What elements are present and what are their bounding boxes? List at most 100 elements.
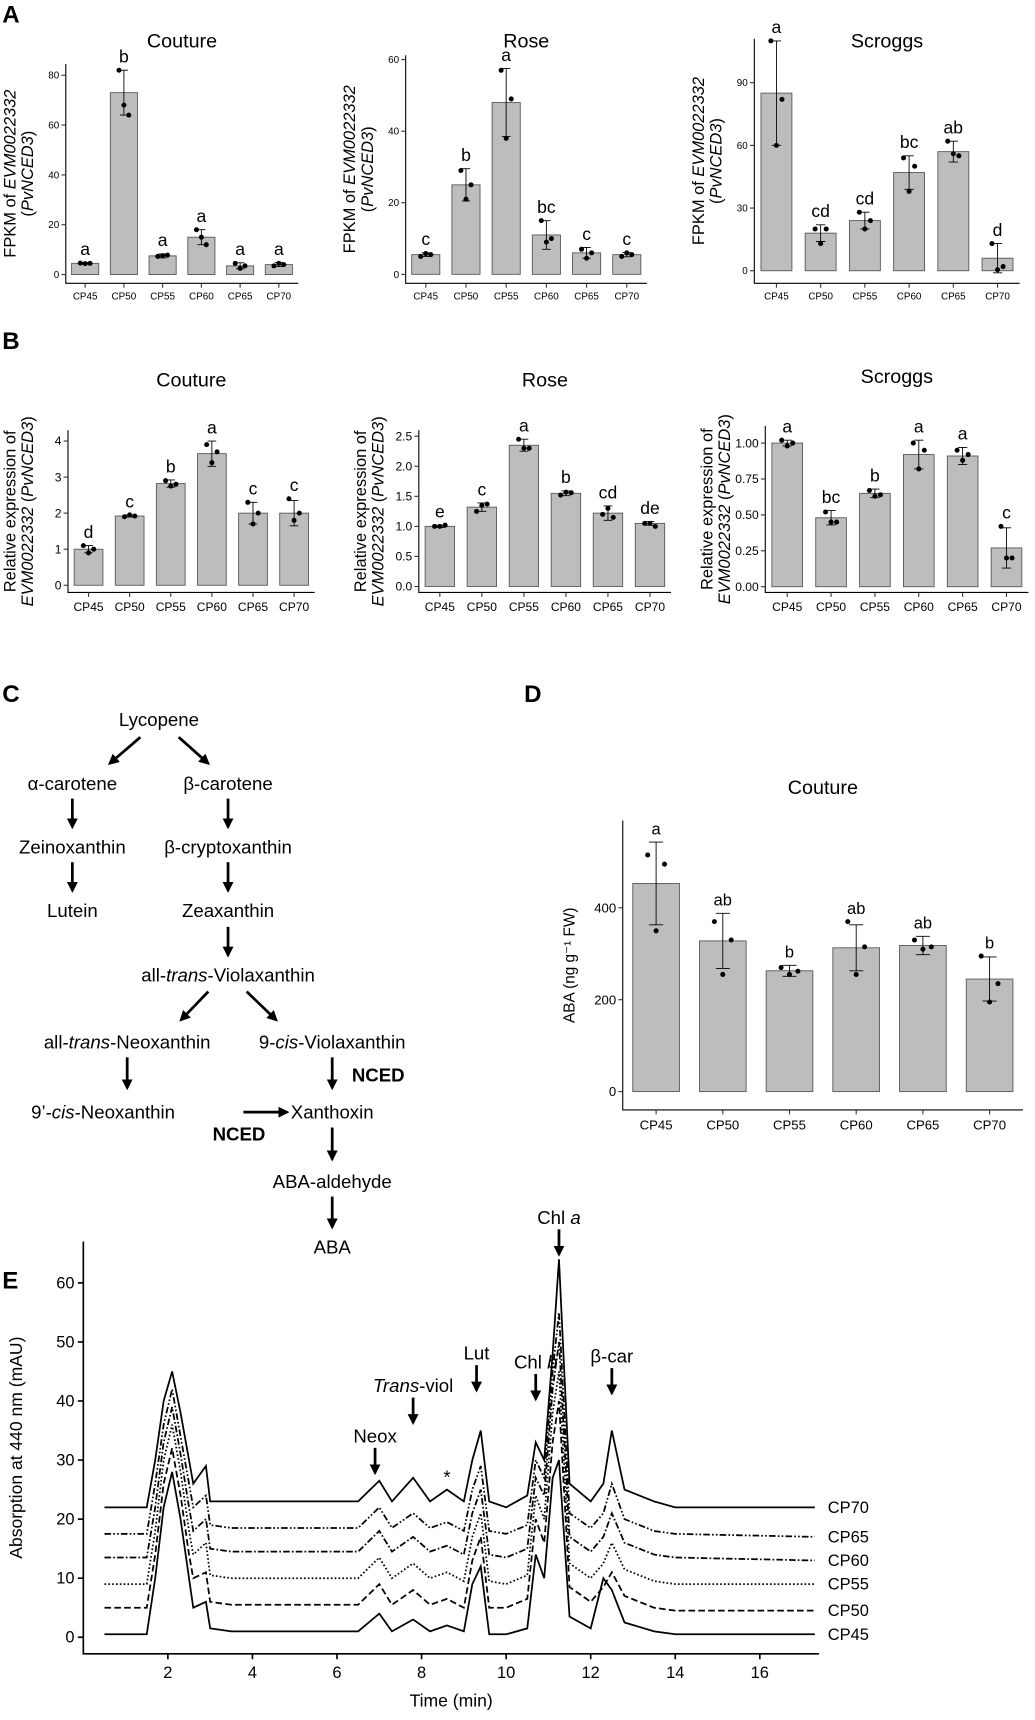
bar [859, 492, 891, 588]
data-point [995, 267, 1001, 273]
peak-label: Trans-viol [373, 1375, 453, 1396]
text-part: -Neoxanthin [110, 1032, 210, 1053]
x-tick-label: CP65 [574, 292, 599, 303]
text-part: Chl [514, 1352, 547, 1373]
data-point [818, 241, 824, 247]
bar [848, 220, 881, 272]
data-point [711, 919, 717, 925]
y-tick-label: 20 [388, 198, 399, 209]
x-tick-label: 12 [582, 1664, 600, 1682]
data-point [912, 163, 918, 169]
series-label: CP45 [828, 1626, 869, 1644]
pathway-node: ABA [314, 1237, 352, 1258]
pathway-node: 9’-cis-Neoxanthin [31, 1102, 175, 1123]
x-tick-label: CP65 [941, 292, 966, 303]
bar [508, 444, 540, 587]
x-tick-label: CP55 [156, 600, 186, 614]
data-point [845, 919, 851, 925]
significance-letter: a [772, 17, 782, 37]
bar [411, 254, 441, 275]
text-part: ( [370, 496, 388, 507]
text-part: ( [19, 211, 37, 217]
y-tick-label: 3 [55, 470, 62, 484]
text-part: cis [275, 1032, 298, 1053]
text-part: ) [359, 126, 377, 131]
y-tick-label: 0.25 [735, 544, 759, 558]
data-point [543, 239, 549, 245]
data-point [86, 550, 92, 556]
data-point [126, 112, 132, 118]
text-part: ( [716, 494, 734, 505]
bar [899, 945, 947, 1093]
data-point [479, 502, 485, 508]
significance-letter: cd [811, 201, 830, 221]
bar [550, 492, 582, 587]
chromatogram-line [104, 1459, 815, 1636]
series-label: CP65 [828, 1528, 869, 1546]
significance-letter: cd [599, 482, 618, 502]
data-point [642, 520, 648, 526]
pathway-node: β-carotene [183, 773, 272, 794]
data-point [862, 944, 868, 950]
panel-label: D [524, 681, 541, 708]
data-point [653, 928, 659, 934]
data-point [998, 523, 1004, 529]
significance-letter: a [196, 206, 206, 226]
y-tick-label: 1.00 [735, 436, 759, 450]
y-axis-label: (PvNCED3) [707, 118, 725, 204]
data-point [204, 442, 210, 448]
data-point [856, 209, 862, 215]
text-part: Zeaxanthin [182, 900, 274, 921]
bar [902, 454, 935, 588]
axis-line [82, 1241, 820, 1655]
series-label: CP55 [828, 1576, 869, 1594]
x-tick-label: 6 [332, 1664, 341, 1682]
series-label: CP60 [828, 1552, 869, 1570]
text-part: Neox [353, 1425, 397, 1446]
y-tick-label: 0 [394, 270, 400, 281]
text-part: Lycopene [119, 709, 199, 730]
data-point [960, 457, 966, 463]
y-tick-label: 2 [55, 506, 62, 520]
text-part: a [570, 1207, 580, 1228]
y-tick-label: 20 [48, 220, 59, 231]
data-point [768, 38, 774, 44]
data-point [866, 487, 872, 493]
text-part: Trans [373, 1375, 419, 1396]
text-part: Lut [464, 1343, 491, 1364]
significance-letter: a [501, 45, 511, 65]
y-tick-label: 200 [594, 992, 616, 1007]
x-tick-label: CP55 [853, 292, 878, 303]
data-point [872, 493, 878, 499]
pathway-arrow [245, 990, 278, 1022]
data-point [954, 447, 960, 453]
data-point [987, 999, 993, 1005]
text-part: EVM0022332 [370, 507, 388, 607]
text-part: PvNCED3 [716, 420, 734, 495]
x-tick-label: CP65 [906, 1118, 939, 1133]
data-point [164, 252, 171, 258]
y-tick-label: 4 [55, 434, 62, 448]
data-point [584, 255, 590, 261]
x-tick-label: CP45 [73, 292, 98, 303]
significance-letter: c [622, 229, 631, 249]
text-part: ) [707, 118, 725, 123]
bar [155, 483, 186, 586]
x-tick-label: CP55 [860, 600, 890, 614]
significance-letter: b [119, 47, 129, 67]
text-part: FPKM of [1, 189, 19, 258]
text-part: -Neoxanthin [75, 1102, 175, 1123]
enzyme-label: NCED [213, 1124, 266, 1145]
chromatogram-line [104, 1341, 815, 1562]
significance-letter: a [782, 417, 792, 437]
x-tick-label: CP50 [816, 600, 846, 614]
text-part: 9- [259, 1032, 276, 1053]
data-point [784, 443, 790, 449]
chart-title: Rose [503, 31, 549, 53]
data-point [605, 505, 611, 511]
data-point [600, 511, 606, 517]
y-tick-label: 0.5 [395, 550, 412, 564]
data-point [989, 241, 995, 247]
significance-letter: c [1002, 503, 1011, 523]
significance-letter: a [958, 424, 968, 444]
